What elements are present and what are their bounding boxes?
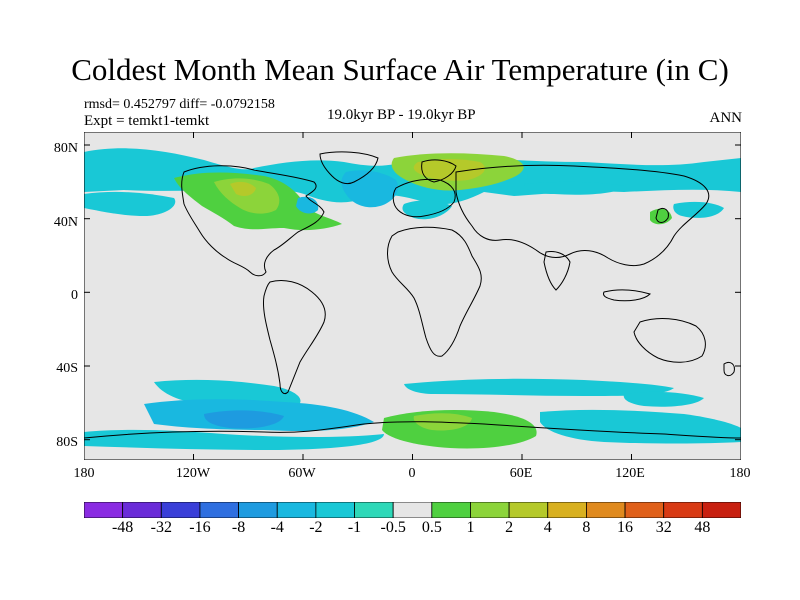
antarctic-edge-cold xyxy=(84,429,384,450)
colorbar-swatch xyxy=(199,502,239,518)
colorbar-swatch xyxy=(663,502,703,518)
lat-label-0: 0 xyxy=(71,288,78,303)
colorbar-swatch xyxy=(470,502,510,518)
colorbar-label: -32 xyxy=(150,519,172,536)
antarctica-strong-cold xyxy=(204,410,284,429)
colorbar-label: -8 xyxy=(231,519,246,536)
rmsd-diff-text: rmsd= 0.452797 diff= -0.0792158 xyxy=(84,97,275,112)
west-coast-cold-patch xyxy=(84,191,176,216)
india-coast xyxy=(543,251,571,291)
colorbar-swatch xyxy=(122,502,162,518)
colorbar-label: 4 xyxy=(543,519,552,536)
north-america-warm-core xyxy=(214,178,280,214)
colorbar-swatch xyxy=(276,502,317,518)
north-america-coast xyxy=(181,165,325,277)
colorbar-label: -16 xyxy=(189,519,211,536)
lat-label-80n: 80N xyxy=(53,141,78,156)
colorbar-label: 2 xyxy=(505,519,514,536)
lon-label-60e: 60E xyxy=(509,466,533,481)
lat-label-40s: 40S xyxy=(56,361,78,376)
colorbar xyxy=(84,502,741,518)
lon-label-60w: 60W xyxy=(288,466,316,481)
europe-coast xyxy=(392,178,456,218)
colorbar-label: -4 xyxy=(270,519,284,536)
greenland-coast xyxy=(319,151,379,185)
antarctica-coast xyxy=(84,421,741,439)
colorbar-swatch xyxy=(315,502,355,518)
south-pacific-cold-patch xyxy=(623,391,704,407)
colorbar-label: 8 xyxy=(582,519,591,536)
colorbar-swatch xyxy=(701,502,741,518)
colorbar-label: -48 xyxy=(111,519,134,536)
africa-coast xyxy=(387,226,482,357)
scandinavia-coast xyxy=(421,159,457,183)
europe-cold-patch xyxy=(402,200,452,220)
colorbar-swatch xyxy=(238,502,278,518)
lat-label-80s: 80S xyxy=(56,435,78,450)
period-label: 19.0kyr BP - 19.0kyr BP xyxy=(327,107,476,123)
siberia-cold-strip xyxy=(524,181,624,195)
colorbar-swatch xyxy=(160,502,201,518)
colorbar-swatch xyxy=(354,502,394,518)
asia-coast xyxy=(455,164,710,267)
east-antarctic-cold-patch xyxy=(540,409,741,444)
plot-title: Coldest Month Mean Surface Air Temperatu… xyxy=(71,52,729,87)
colorbar-label: 32 xyxy=(655,519,672,536)
colorbar-swatch xyxy=(508,502,549,518)
lon-label-120w: 120W xyxy=(175,466,211,481)
gulf-cold-patch xyxy=(296,196,319,214)
colorbar-label: -2 xyxy=(309,519,323,536)
indian-ocean-cold-band xyxy=(404,378,674,396)
colorbar-swatch xyxy=(624,502,665,518)
colorbar-label: -0.5 xyxy=(380,519,406,536)
canada-strong-warm xyxy=(230,181,256,196)
season-label: ANN xyxy=(709,110,743,126)
colorbar-label: 0.5 xyxy=(421,519,442,536)
colorbar-swatch xyxy=(431,502,471,518)
coastlines xyxy=(84,151,741,439)
anomaly-patches xyxy=(84,148,741,450)
japan-coast xyxy=(655,207,669,223)
colorbar-label: 16 xyxy=(617,519,634,536)
colorbar-swatch xyxy=(392,502,433,518)
lon-label-120e: 120E xyxy=(615,466,645,481)
indonesia-coast xyxy=(603,289,651,302)
scandinavia-hot-core xyxy=(413,159,485,181)
north-atlantic-cold-patch xyxy=(341,170,399,208)
colorbar-label: -1 xyxy=(347,519,362,536)
lat-label-40n: 40N xyxy=(53,215,78,230)
new-zealand-coast xyxy=(723,361,735,377)
lon-label-0: 0 xyxy=(408,466,416,481)
colorbar-label: 1 xyxy=(466,519,475,536)
temperature-map xyxy=(84,132,741,460)
colorbar-swatch xyxy=(84,502,124,518)
lon-label-180e: 180 xyxy=(729,466,751,481)
colorbar-swatch xyxy=(586,502,626,518)
south-america-coast xyxy=(263,279,326,395)
australia-coast xyxy=(633,318,706,363)
axis-ticks xyxy=(84,132,741,460)
north-pacific-cold-patch xyxy=(673,201,724,218)
colorbar-label: 48 xyxy=(694,519,711,536)
experiment-label: Expt = temkt1-temkt xyxy=(84,113,210,129)
lon-label-180w: 180 xyxy=(73,466,95,481)
colorbar-swatch xyxy=(547,502,587,518)
